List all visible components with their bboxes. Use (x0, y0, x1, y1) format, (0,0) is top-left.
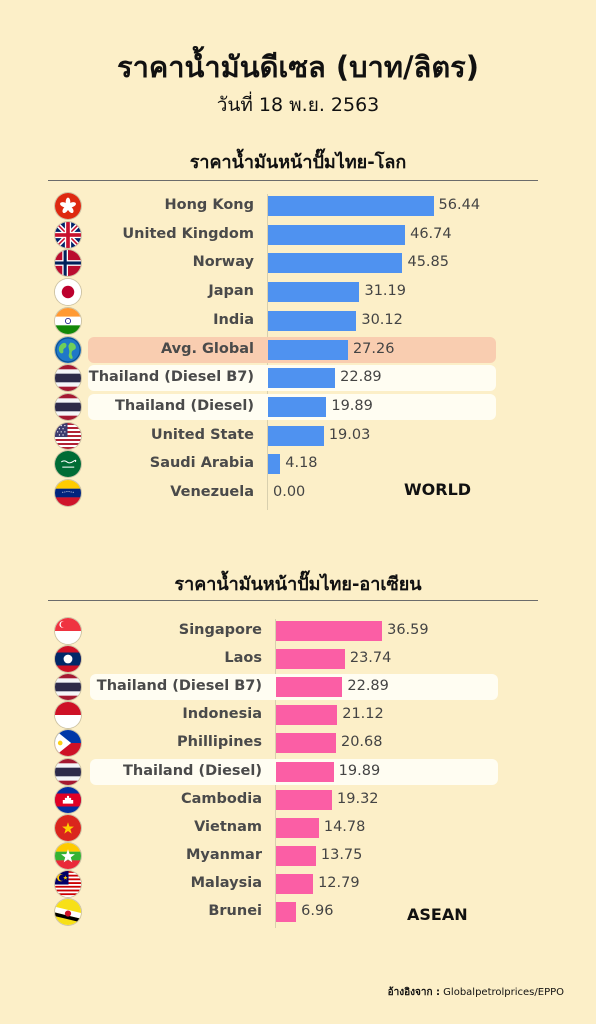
region-tag: ASEAN (407, 905, 468, 924)
bar (276, 845, 316, 866)
value-label: 19.89 (338, 762, 381, 779)
hk-flag-icon (55, 193, 81, 219)
page-date: วันที่ 18 พ.ย. 2563 (216, 94, 380, 116)
th-flag-icon (55, 758, 81, 785)
country-label: Brunei (208, 903, 262, 919)
value-label: 14.78 (323, 818, 366, 835)
value-label: 21.12 (342, 706, 384, 723)
country-label: Japan (208, 283, 254, 300)
country-label: Thailand (Diesel) (114, 397, 254, 414)
bar (276, 902, 297, 922)
my-flag-icon (55, 870, 81, 897)
country-label: Hong Kong (164, 197, 255, 213)
country-label: Myanmar (185, 846, 262, 863)
bar (276, 705, 338, 726)
country-label: Phillipines (177, 734, 262, 751)
section-divider (48, 180, 538, 181)
uk-flag-icon (55, 221, 81, 248)
bar (268, 368, 336, 389)
value-label: 46.74 (410, 225, 452, 242)
kh-flag-icon (55, 786, 81, 813)
country-label: Norway (192, 254, 254, 271)
value-label: 22.89 (347, 678, 389, 695)
bar (268, 310, 357, 331)
value-label: 12.79 (318, 874, 360, 891)
value-label: 19.89 (331, 397, 373, 414)
bar (276, 873, 314, 894)
bar (268, 253, 403, 274)
country-label: Vietnam (194, 818, 262, 835)
bar (276, 817, 319, 838)
page-title: ราคาน้ำมันดีเซล (บาท/ลิตร) (117, 50, 479, 84)
country-label: Venezuela (170, 484, 254, 500)
th-flag-icon (55, 365, 81, 392)
bar (268, 282, 360, 303)
country-label: Thailand (Diesel B7) (88, 369, 254, 386)
value-label: 0.00 (273, 484, 306, 500)
value-label: 4.18 (285, 455, 318, 472)
ve-flag-icon (55, 480, 81, 506)
bar (268, 425, 324, 446)
bn-flag-icon (55, 899, 81, 925)
jp-flag-icon (55, 279, 81, 306)
section-title: ราคาน้ำมันหน้าปั๊มไทย-อาเซียน (174, 574, 422, 595)
sg-flag-icon (55, 618, 81, 644)
value-label: 22.89 (340, 369, 382, 386)
value-label: 19.03 (328, 426, 371, 443)
bar (268, 196, 434, 216)
th-flag-icon (55, 393, 81, 420)
source-note: อ้างอิงจาก : Globalpetrolprices/EPPO (388, 985, 564, 1000)
section-divider (48, 600, 538, 601)
bar (268, 224, 406, 245)
id-flag-icon (55, 702, 81, 729)
country-label: United Kingdom (122, 225, 254, 242)
bar (268, 454, 281, 475)
value-label: 27.26 (352, 340, 395, 357)
value-label: 13.75 (320, 846, 363, 863)
vn-flag-icon (55, 814, 81, 841)
country-label: Saudi Arabia (149, 455, 254, 472)
in-flag-icon (55, 307, 81, 334)
no-flag-icon (55, 250, 81, 277)
value-label: 20.68 (340, 734, 383, 751)
source-label: อ้างอิงจาก : (387, 987, 440, 998)
country-label: Malaysia (190, 874, 262, 891)
region-tag: WORLD (404, 480, 472, 499)
mm-flag-icon (55, 842, 81, 869)
country-label: Thailand (Diesel B7) (96, 678, 262, 695)
country-label: Singapore (178, 622, 262, 638)
country-label: India (213, 311, 254, 328)
bar (276, 649, 345, 670)
bar (276, 761, 334, 782)
country-label: Indonesia (182, 706, 262, 723)
bar (268, 396, 327, 417)
country-label: Laos (224, 650, 262, 667)
source-value: Globalpetrolprices/EPPO (443, 987, 564, 998)
bar (276, 621, 383, 641)
la-flag-icon (55, 646, 81, 673)
bar (268, 339, 348, 360)
th-flag-icon (55, 674, 81, 701)
value-label: 23.74 (349, 650, 392, 667)
value-label: 31.19 (364, 283, 406, 300)
country-label: Cambodia (180, 790, 262, 807)
country-label: United State (150, 426, 254, 443)
sa-flag-icon (55, 451, 81, 478)
section-title: ราคาน้ำมันหน้าปั๊มไทย-โลก (189, 152, 407, 173)
bar (276, 789, 333, 810)
value-label: 6.96 (301, 903, 334, 919)
country-label: Thailand (Diesel) (122, 762, 262, 779)
bar (276, 677, 343, 698)
value-label: 30.12 (361, 311, 403, 328)
globe-icon (55, 336, 81, 363)
value-label: 36.59 (387, 622, 429, 638)
bar (276, 733, 336, 754)
value-label: 45.85 (407, 254, 449, 271)
ph-flag-icon (55, 730, 81, 757)
value-label: 19.32 (337, 790, 379, 807)
value-label: 56.44 (438, 197, 481, 213)
us-flag-icon (55, 422, 81, 449)
country-label: Avg. Global (160, 340, 254, 357)
